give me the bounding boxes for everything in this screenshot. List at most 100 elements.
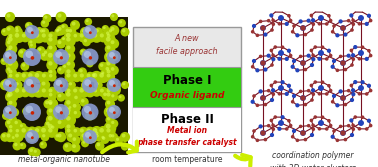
Circle shape (20, 71, 31, 82)
Text: coordination polymer
with 3D water clusters: coordination polymer with 3D water clust… (270, 151, 356, 167)
Circle shape (109, 52, 115, 58)
Circle shape (301, 131, 305, 135)
Circle shape (46, 59, 58, 71)
Circle shape (350, 49, 352, 51)
FancyBboxPatch shape (133, 27, 241, 152)
Circle shape (2, 79, 11, 88)
Circle shape (304, 138, 307, 141)
Circle shape (109, 107, 115, 113)
Circle shape (101, 136, 104, 139)
Circle shape (293, 25, 295, 27)
Circle shape (105, 115, 115, 125)
Circle shape (42, 49, 51, 58)
Circle shape (6, 47, 15, 57)
Circle shape (34, 150, 37, 153)
Circle shape (106, 31, 110, 35)
Circle shape (37, 46, 45, 55)
Circle shape (341, 96, 345, 100)
Circle shape (71, 87, 82, 97)
Circle shape (319, 86, 323, 90)
Circle shape (44, 120, 54, 130)
Circle shape (48, 68, 57, 77)
Circle shape (101, 135, 109, 144)
Circle shape (65, 107, 69, 110)
Circle shape (3, 105, 17, 119)
Circle shape (104, 122, 116, 134)
Circle shape (321, 46, 324, 48)
Circle shape (358, 128, 361, 130)
Circle shape (12, 141, 22, 150)
Circle shape (45, 101, 49, 104)
Circle shape (46, 126, 58, 138)
Circle shape (105, 44, 115, 54)
Circle shape (366, 128, 368, 130)
Circle shape (352, 128, 355, 130)
Circle shape (80, 33, 84, 38)
Circle shape (341, 61, 345, 65)
Circle shape (261, 131, 265, 135)
Circle shape (264, 68, 267, 71)
Circle shape (48, 100, 56, 109)
Circle shape (7, 52, 17, 62)
Circle shape (48, 37, 53, 42)
Circle shape (60, 111, 63, 114)
Circle shape (33, 86, 45, 98)
Circle shape (310, 49, 313, 51)
Circle shape (121, 142, 129, 151)
Circle shape (108, 134, 112, 137)
Circle shape (310, 84, 313, 87)
Circle shape (67, 73, 71, 77)
Circle shape (2, 81, 6, 86)
Circle shape (85, 111, 95, 121)
Circle shape (49, 102, 52, 105)
Circle shape (95, 29, 99, 32)
Circle shape (14, 143, 18, 146)
FancyBboxPatch shape (133, 107, 241, 152)
Circle shape (3, 114, 6, 116)
Circle shape (89, 84, 92, 87)
Circle shape (35, 128, 39, 133)
Circle shape (93, 128, 97, 133)
Circle shape (110, 13, 118, 21)
Circle shape (67, 111, 70, 115)
Circle shape (111, 94, 115, 97)
Circle shape (347, 90, 350, 92)
Circle shape (6, 59, 18, 71)
Circle shape (7, 99, 17, 109)
Circle shape (64, 90, 76, 102)
Circle shape (54, 28, 62, 36)
Circle shape (105, 32, 115, 42)
Circle shape (82, 133, 85, 138)
Circle shape (95, 141, 104, 151)
FancyBboxPatch shape (133, 67, 241, 107)
Circle shape (67, 105, 74, 112)
Circle shape (350, 119, 353, 122)
Circle shape (66, 29, 69, 32)
Circle shape (107, 89, 110, 93)
Circle shape (72, 22, 76, 26)
Circle shape (109, 80, 115, 86)
Circle shape (359, 51, 363, 55)
Circle shape (110, 27, 115, 31)
Circle shape (58, 68, 61, 71)
Circle shape (339, 20, 342, 23)
Circle shape (28, 28, 36, 36)
Circle shape (268, 125, 270, 127)
Circle shape (352, 54, 355, 57)
Circle shape (54, 133, 63, 141)
Circle shape (325, 93, 328, 95)
Circle shape (6, 35, 19, 47)
Circle shape (106, 128, 110, 133)
Circle shape (330, 54, 332, 57)
Circle shape (261, 61, 265, 65)
Circle shape (272, 23, 274, 25)
Circle shape (94, 133, 103, 141)
Circle shape (264, 104, 266, 106)
Circle shape (314, 81, 316, 83)
Circle shape (46, 32, 57, 43)
Circle shape (319, 16, 323, 20)
Circle shape (107, 61, 110, 65)
Circle shape (86, 19, 89, 22)
Circle shape (62, 37, 65, 40)
Circle shape (19, 126, 31, 138)
